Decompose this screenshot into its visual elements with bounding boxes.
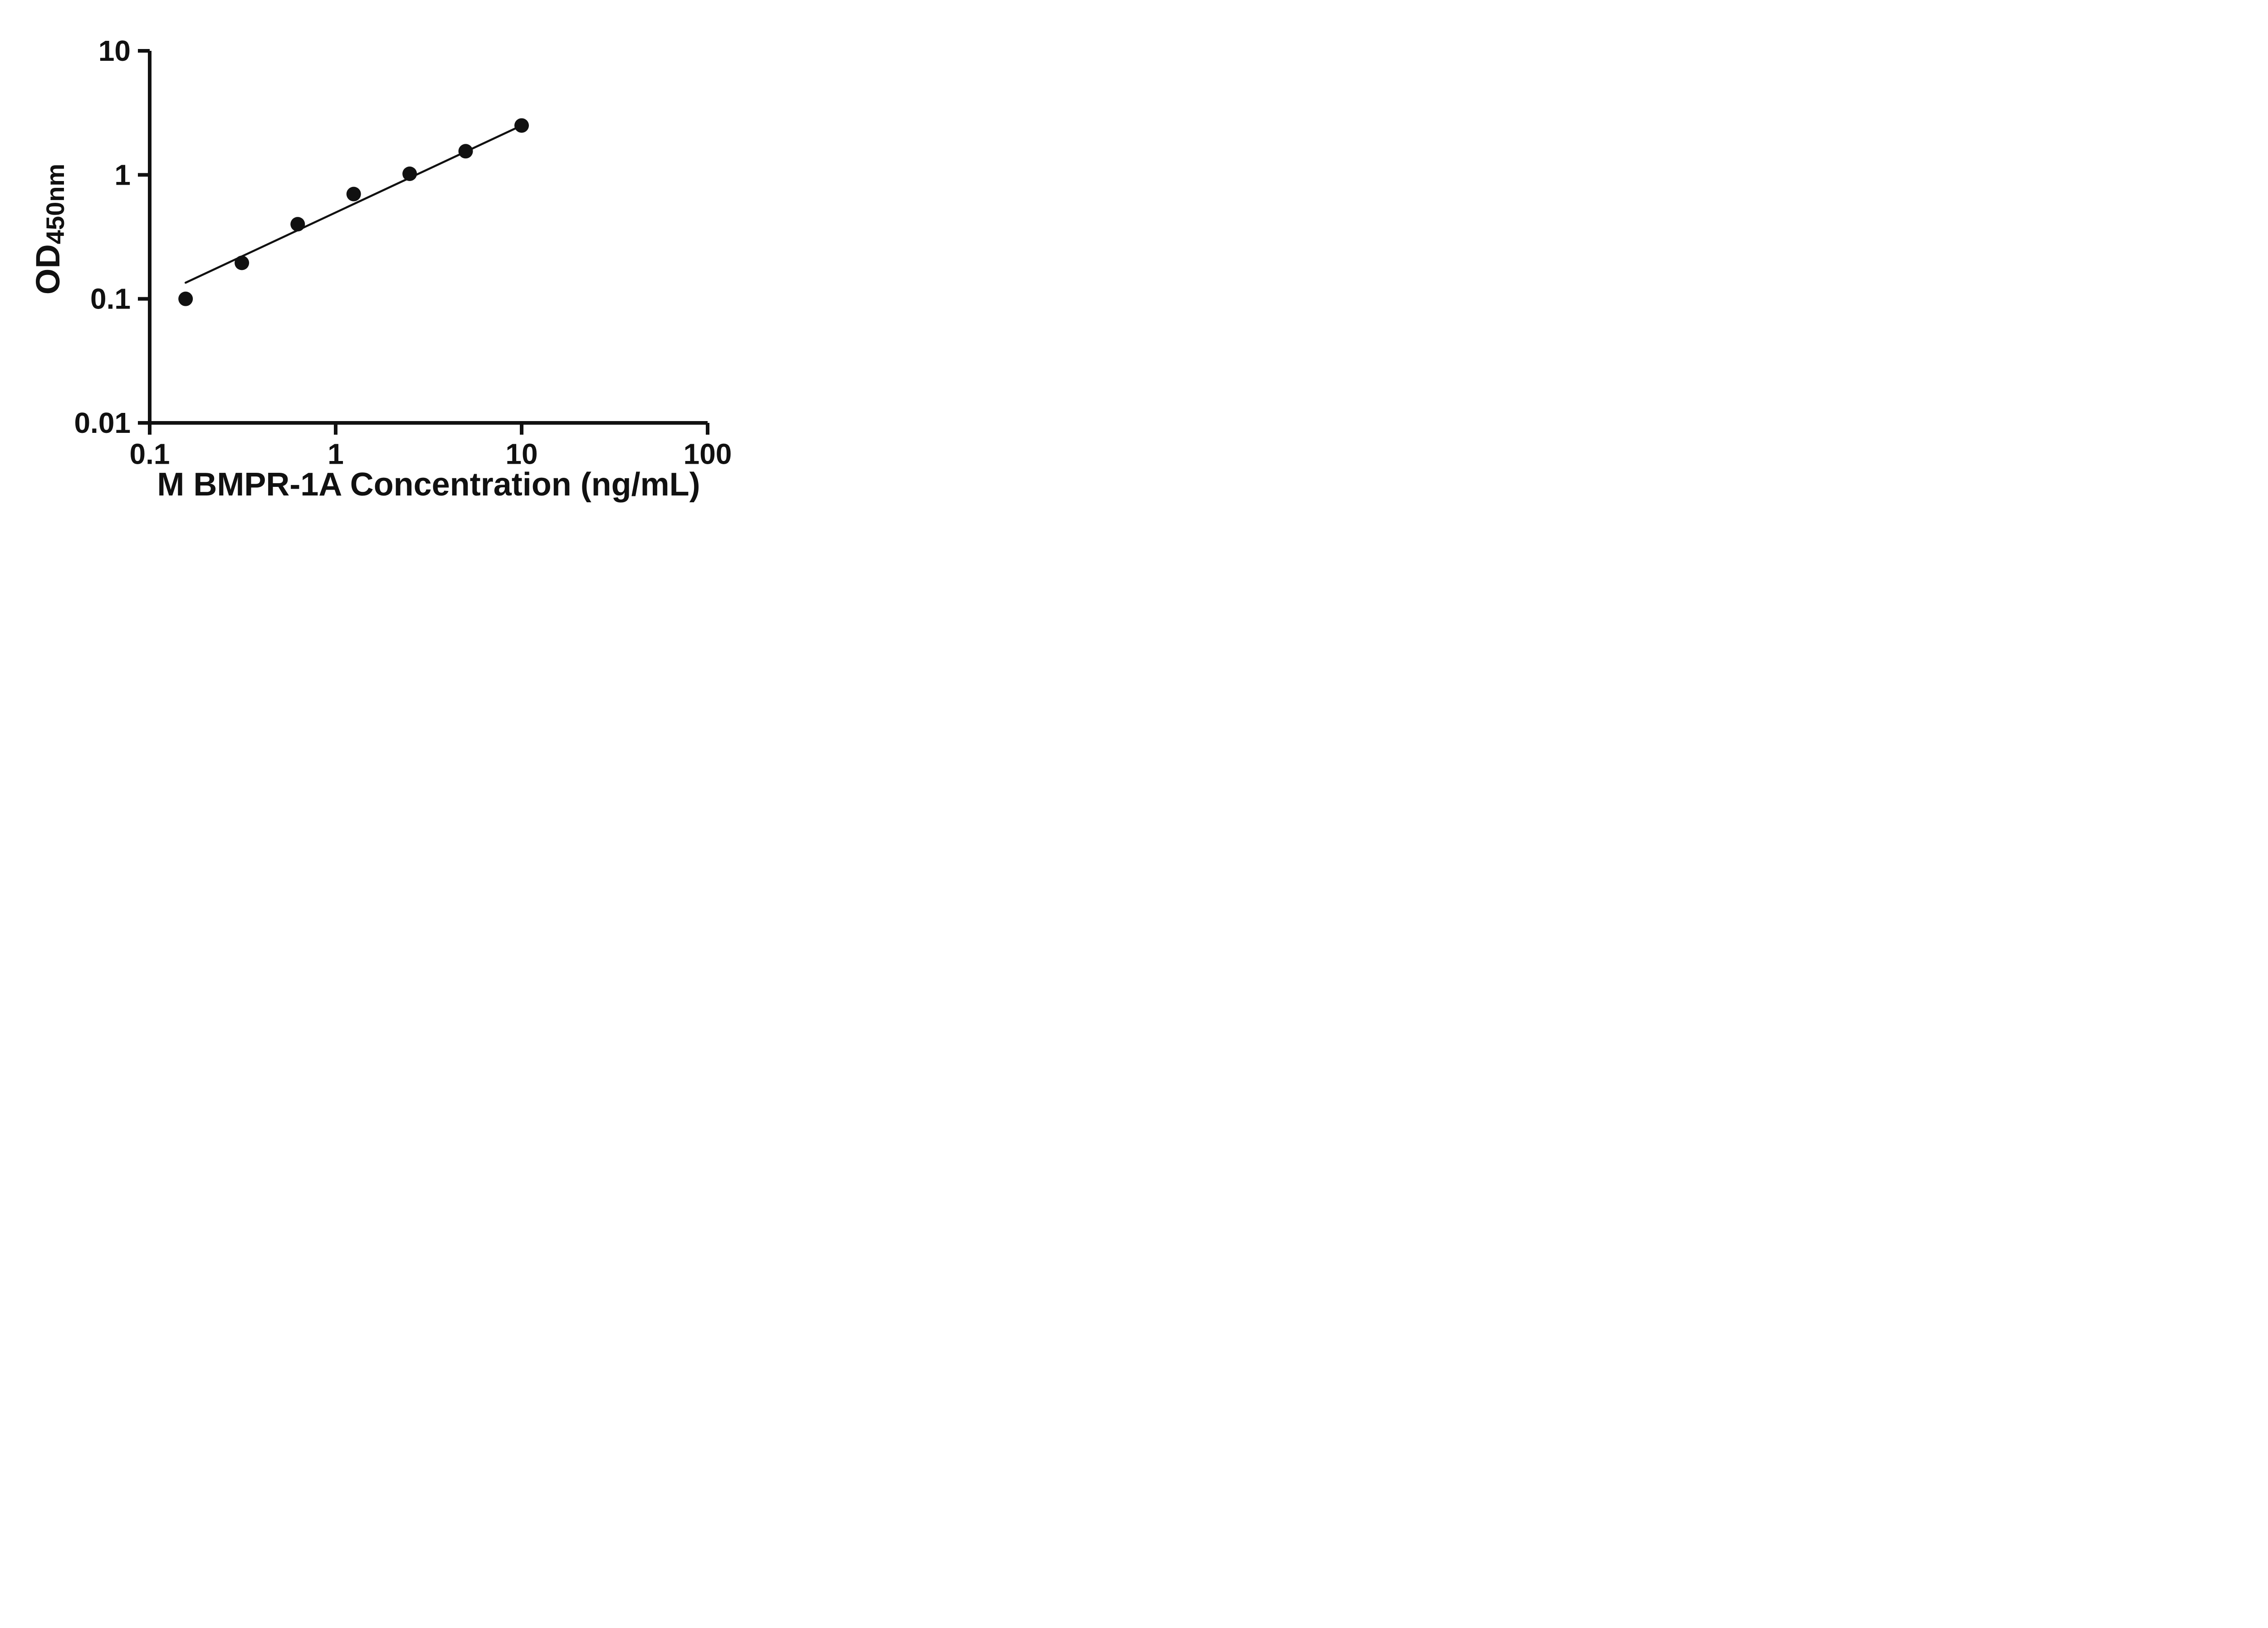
x-tick-label: 10	[505, 437, 538, 470]
chart-page: 0.1 1 10 100 0.01 0.1 1 10 M BMPR-1A Concentrat…	[0, 0, 776, 543]
data-point	[514, 118, 529, 133]
data-point	[290, 217, 305, 232]
data-point	[346, 186, 361, 201]
y-tick-label: 0.1	[90, 283, 131, 315]
y-axis-title-main: OD	[29, 244, 67, 294]
y-axis-title-subscript: 450nm	[41, 164, 69, 244]
x-axis-title: M BMPR-1A Concentration (ng/mL)	[157, 466, 700, 503]
y-tick-label: 0.01	[74, 407, 131, 439]
y-tick-label: 10	[98, 34, 131, 67]
y-axis-title: OD450nm	[29, 164, 69, 294]
x-tick-label: 0.1	[130, 437, 170, 470]
data-point	[402, 166, 417, 181]
data-point	[178, 291, 193, 306]
x-tick-label: 100	[684, 437, 732, 470]
x-tick-label: 1	[327, 437, 344, 470]
y-tick-label: 1	[114, 158, 131, 191]
data-point	[235, 255, 249, 270]
data-point	[458, 144, 473, 159]
